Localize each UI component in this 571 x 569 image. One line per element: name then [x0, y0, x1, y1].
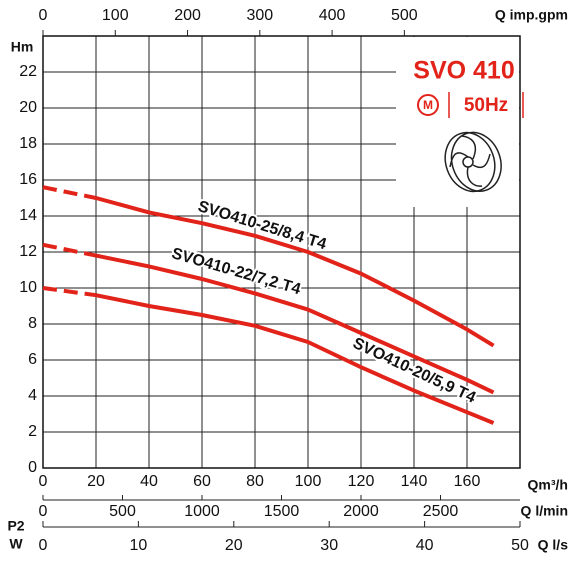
top-tick-label: 100 [102, 7, 129, 24]
y-tick-label: 18 [19, 135, 37, 152]
top-tick-label: 0 [39, 7, 48, 24]
axis-tick-label: 2500 [423, 503, 459, 520]
top-axis-label: Q imp.gpm [495, 7, 568, 23]
axis-label: Q l/s [538, 537, 569, 553]
y-tick-label: 10 [19, 279, 37, 296]
power-label: P2 [7, 518, 24, 534]
axis-tick-label: 1000 [184, 503, 220, 520]
x-tick-label: 20 [87, 473, 105, 490]
axis-tick-label: 40 [416, 537, 434, 554]
badge: M [423, 98, 433, 112]
x-tick-label: 160 [454, 473, 481, 490]
top-tick-label: 500 [391, 7, 418, 24]
axis-tick-label: 30 [320, 537, 338, 554]
x-axis-label: Qm³/h [528, 477, 568, 493]
y-tick-label: 16 [19, 171, 37, 188]
x-tick-label: 0 [39, 473, 48, 490]
axis-tick-label: 10 [130, 537, 148, 554]
curve-dashed [42, 185, 97, 200]
x-tick-label: 60 [193, 473, 211, 490]
curve-dashed [42, 286, 97, 298]
curve [95, 196, 495, 348]
frequency: 50Hz [464, 95, 508, 116]
plot-frame [42, 35, 521, 469]
axis-tick-label: 500 [109, 503, 136, 520]
axis-label: Q l/min [521, 503, 568, 519]
badge-ring [417, 94, 439, 116]
power-label: W [9, 536, 23, 552]
x-tick-label: 100 [295, 473, 322, 490]
curve-dashed [42, 242, 97, 258]
y-tick-label: 6 [28, 351, 37, 368]
model-title: SVO 410 [413, 57, 514, 85]
y-tick-label: 4 [28, 387, 37, 404]
y-tick-label: 20 [19, 99, 37, 116]
y-tick-label: 0 [28, 459, 37, 476]
x-tick-label: 80 [246, 473, 264, 490]
axis-tick-label: 2000 [343, 503, 379, 520]
y-tick-label: 22 [19, 63, 37, 80]
top-tick-label: 300 [246, 7, 273, 24]
top-tick-label: 400 [319, 7, 346, 24]
y-axis-label: Hm [11, 39, 34, 55]
top-tick-label: 200 [174, 7, 201, 24]
axis-tick-label: 0 [39, 503, 48, 520]
x-tick-label: 120 [348, 473, 375, 490]
x-tick-label: 140 [401, 473, 428, 490]
y-tick-label: 2 [28, 423, 37, 440]
curve [95, 253, 495, 395]
axis-tick-label: 20 [225, 537, 243, 554]
axis-tick-label: 1500 [264, 503, 300, 520]
y-tick-label: 12 [19, 243, 37, 260]
impeller-icon [444, 131, 502, 193]
x-tick-label: 40 [140, 473, 158, 490]
curve [95, 293, 495, 425]
y-tick-label: 8 [28, 315, 37, 332]
y-tick-label: 14 [19, 207, 37, 224]
axis-tick-label: 50 [511, 537, 529, 554]
curve-label: SVO410-22/7,2 T4 [170, 245, 303, 298]
axis-tick-label: 0 [39, 537, 48, 554]
